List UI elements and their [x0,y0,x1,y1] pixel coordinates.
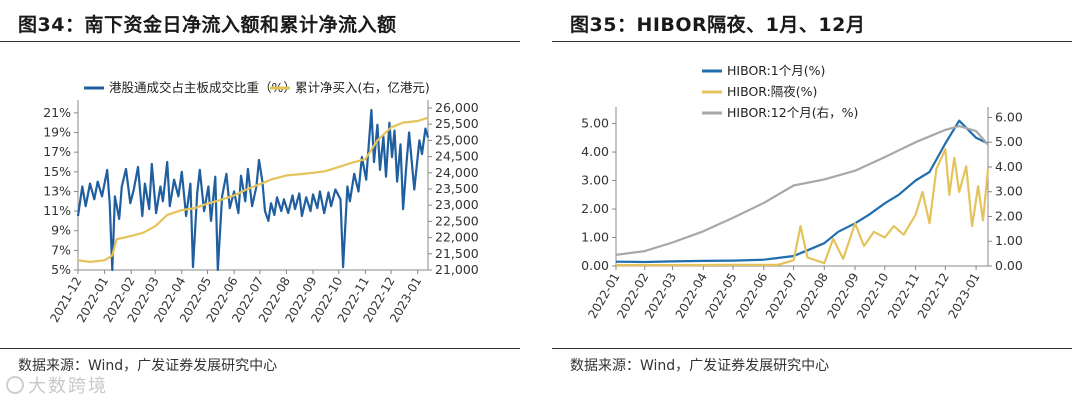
series-line-0 [76,108,430,272]
legend-item: HIBOR:隔夜(%) [702,84,817,99]
series-line-2 [615,124,989,256]
y-right-tick-label: 0.00 [995,258,1023,273]
chart-panel-south-bound: 图34：南下资金日净流入额和累计净流入额 5% 7% 9% 11% 13% 15% 17% 1… [0,0,520,401]
y-left-tick-label: 7% [51,242,71,257]
title-rule [0,41,520,42]
legend-item: HIBOR:12个月(右，%) [702,105,858,120]
y-right-tick-label: 24,500 [435,149,479,164]
figure-title: 图35：HIBOR隔夜、1月、12月 [570,14,866,36]
south-bound-chart: 5% 7% 9% 11% 13% 15% 17% 19% 21% 21,00021,50022,0… [43,80,479,325]
legend-item: 累计净买入(右，亿港元) [270,80,430,95]
y-right-tick-label: 22,000 [435,230,479,245]
watermark: 大数跨境 [6,372,108,398]
source-rule [552,348,1072,349]
series-line-1 [616,148,990,267]
title-rule [552,41,1072,42]
y-right-tick-label: 22,500 [435,213,479,228]
legend-label: 港股通成交占主板成交比重（%） [109,80,296,95]
data-source-note: 数据来源：Wind，广发证券发展研究中心 [570,358,830,374]
y-right-tick-label: 5.00 [995,134,1023,149]
legend-label: 累计净买入(右，亿港元) [295,80,430,95]
y-right-tick-label: 6.00 [995,109,1023,124]
y-left-tick-label: 5% [51,262,71,277]
legend-item: 港股通成交占主板成交比重（%） [84,80,296,95]
legend-item: HIBOR:1个月(%) [702,63,825,78]
y-left-tick-label: 3.00 [581,173,609,188]
series-line-0 [615,119,989,264]
y-right-tick-label: 21,500 [435,246,479,261]
y-left-tick-label: 2.00 [581,201,609,216]
y-left-tick-label: 21% [43,105,71,120]
y-left-tick-label: 4.00 [581,144,609,159]
figure-title: 图34：南下资金日净流入额和累计净流入额 [18,14,397,36]
y-left-tick-label: 19% [43,125,71,140]
series-line-1 [77,116,429,263]
source-rule [0,348,520,349]
y-left-tick-label: 15% [43,164,71,179]
y-right-tick-label: 25,000 [435,132,479,147]
y-left-tick-label: 5.00 [581,116,609,131]
legend-label: HIBOR:1个月(%) [727,63,825,78]
y-right-tick-label: 25,500 [435,116,479,131]
y-left-tick-label: 17% [43,144,71,159]
legend-label: HIBOR:隔夜(%) [727,84,817,99]
y-right-tick-label: 23,500 [435,181,479,196]
data-source-note: 数据来源：Wind，广发证券发展研究中心 [18,358,278,374]
watermark-text: 大数跨境 [28,376,108,397]
legend-label: HIBOR:12个月(右，%) [727,105,858,120]
y-right-tick-label: 23,000 [435,197,479,212]
watermark-logo-icon [6,376,24,394]
y-right-tick-label: 1.00 [995,233,1023,248]
y-right-tick-label: 24,000 [435,165,479,180]
y-right-tick-label: 4.00 [995,159,1023,174]
y-right-tick-label: 21,000 [435,262,479,277]
y-left-tick-label: 1.00 [581,230,609,245]
y-left-tick-label: 9% [51,223,71,238]
y-left-tick-label: 13% [43,183,71,198]
y-right-tick-label: 26,000 [435,100,479,115]
chart-panel-hibor: 图35：HIBOR隔夜、1月、12月 0.00 1.00 2.00 3.00 4.00 5… [552,0,1072,401]
y-left-tick-label: 11% [43,203,71,218]
hibor-chart: 0.00 1.00 2.00 3.00 4.00 5.00 0.00 1.00 2.00 3.00… [581,63,1023,321]
y-left-tick-label: 0.00 [581,258,609,273]
y-right-tick-label: 3.00 [995,184,1023,199]
y-right-tick-label: 2.00 [995,208,1023,223]
